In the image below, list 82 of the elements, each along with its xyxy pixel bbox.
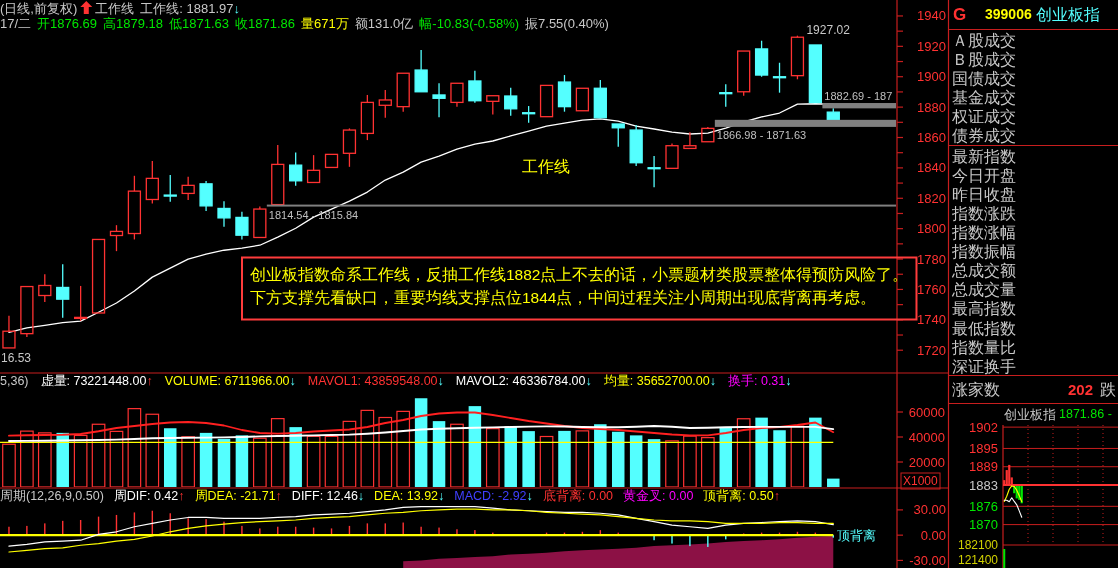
y-tick-label: 1840 bbox=[917, 160, 946, 176]
text: 深证换手 bbox=[952, 357, 1016, 375]
y-tick-label: 1780 bbox=[917, 251, 946, 267]
y-tick-label: 30.00 bbox=[913, 502, 946, 518]
annotation: 周DIF: 0.42↑ bbox=[113, 489, 185, 503]
band-label: 1866.98 - 1871.63 bbox=[716, 128, 807, 141]
text: Ａ股成交 bbox=[952, 31, 1016, 49]
annotation: 周DEA: -21.71↑ bbox=[194, 489, 282, 503]
text: 指数振幅 bbox=[951, 243, 1016, 261]
text: 最新指数 bbox=[952, 147, 1016, 165]
annotation: VOLUME: 6711966.00↓ bbox=[164, 374, 296, 388]
y-tick-label: 1860 bbox=[917, 130, 946, 145]
annotation: MACD: -2.92↓ bbox=[454, 489, 533, 503]
y-tick-label: 121400 bbox=[957, 553, 999, 568]
y-tick-label: 1870 bbox=[969, 517, 998, 533]
annotation: 创业板指数命系工作线，反抽工作线1882点上不去的话，小票题材类股票整体得预防风险了。 bbox=[250, 265, 909, 283]
y-tick-label: 1720 bbox=[917, 342, 946, 358]
y-tick-label: 1800 bbox=[917, 221, 946, 237]
text: 国债成交 bbox=[952, 69, 1016, 87]
annotation: DEA: 13.92↓ bbox=[374, 489, 445, 503]
text: 指数涨幅 bbox=[951, 223, 1016, 241]
y-tick-label: 1900 bbox=[917, 69, 946, 85]
text: 399006 bbox=[985, 6, 1032, 22]
text: 今日开盘 bbox=[952, 166, 1016, 184]
y-tick-label: 40000 bbox=[908, 429, 945, 445]
y-tick-label: 1876 bbox=[969, 498, 998, 514]
y-axis-title: X1000 bbox=[903, 474, 939, 488]
annotation: 16.53 bbox=[1, 351, 32, 365]
y-tick-label: -30.00 bbox=[909, 552, 946, 568]
annotation: MAVOL2: 46336784.00↓ bbox=[455, 374, 592, 388]
annotation: DIFF: 12.46↓ bbox=[291, 489, 365, 503]
y-tick-label: 1902 bbox=[969, 419, 998, 435]
y-tick-label: 20000 bbox=[908, 454, 945, 470]
chart-subtitle: 1871.86 - bbox=[1059, 407, 1112, 421]
band-label: 1814.54 - 1815.84 bbox=[268, 208, 359, 221]
annotation: MAVOL1: 43859548.00↓ bbox=[307, 374, 444, 388]
chart-title: 创业板指 bbox=[1004, 406, 1056, 422]
annotation: 工作线 bbox=[95, 0, 135, 16]
y-tick-label: 1883 bbox=[969, 477, 998, 493]
y-tick-label: 1740 bbox=[917, 312, 946, 328]
text: G bbox=[953, 4, 967, 24]
text: 总成交额 bbox=[951, 262, 1016, 280]
y-tick-label: 60000 bbox=[908, 404, 945, 420]
text: 涨家数 bbox=[952, 380, 1000, 398]
annotation: 顶背离 bbox=[837, 527, 877, 543]
y-tick-label: 1920 bbox=[917, 38, 946, 54]
band-label: 1882.69 - 187 bbox=[824, 90, 893, 103]
annotation: 底背离: 0.00 bbox=[542, 488, 614, 503]
y-tick-label: 1940 bbox=[917, 8, 946, 24]
annotation: 5,36) bbox=[0, 374, 29, 388]
text: 指数量比 bbox=[951, 338, 1016, 356]
y-tick-label: 0.00 bbox=[920, 527, 946, 543]
y-tick-label: 1895 bbox=[969, 440, 998, 456]
text: 权证成交 bbox=[951, 107, 1016, 125]
y-tick-label: 1889 bbox=[969, 459, 998, 475]
y-tick-label: 1880 bbox=[917, 99, 946, 115]
text: 17/二 开1876.69 高1879.18 低1871.63 收1871.86 量671万 额131.0亿 幅-10.83(-0.58%) 振7.55(0.40%) bbox=[0, 15, 609, 31]
annotation: 顶背离: 0.50↑ bbox=[703, 488, 780, 503]
text: 202 bbox=[1068, 380, 1094, 398]
text: 债券成交 bbox=[952, 127, 1016, 144]
text: 创业板指 bbox=[1036, 5, 1100, 23]
text: 跌 bbox=[1100, 380, 1116, 398]
text: Ｂ股成交 bbox=[952, 50, 1016, 68]
text: 昨日收盘 bbox=[952, 185, 1016, 203]
text: 基金成交 bbox=[952, 88, 1016, 106]
annotation: 1927.02 bbox=[806, 22, 851, 37]
annotation: 工作线 bbox=[522, 157, 570, 175]
y-tick-label: 1760 bbox=[917, 281, 946, 297]
annotation: 换手: 0.31↓ bbox=[727, 374, 792, 388]
annotation: 工作线: 1881.97↓ bbox=[140, 0, 240, 16]
y-tick-label: 182100 bbox=[957, 538, 999, 552]
chart-title: (日线,前复权) bbox=[0, 0, 78, 16]
annotation: 黄金叉: 0.00 bbox=[623, 489, 694, 503]
text: 最低指数 bbox=[952, 319, 1016, 337]
annotation: 均量: 35652700.00↓ bbox=[602, 374, 716, 388]
text: 指数涨跌 bbox=[951, 204, 1016, 222]
annotation: 虚量: 73221448.00↑ bbox=[40, 374, 153, 388]
annotation: 下方支撑先看缺口，重要均线支撑点位1844点，中间过程关注小周期出现底背离再考虑。 bbox=[250, 288, 877, 306]
annotation: 周期(12,26,9,0.50) bbox=[0, 489, 104, 503]
y-tick-label: 1820 bbox=[917, 190, 946, 206]
text: 总成交量 bbox=[951, 281, 1016, 299]
text: 最高指数 bbox=[952, 300, 1016, 318]
